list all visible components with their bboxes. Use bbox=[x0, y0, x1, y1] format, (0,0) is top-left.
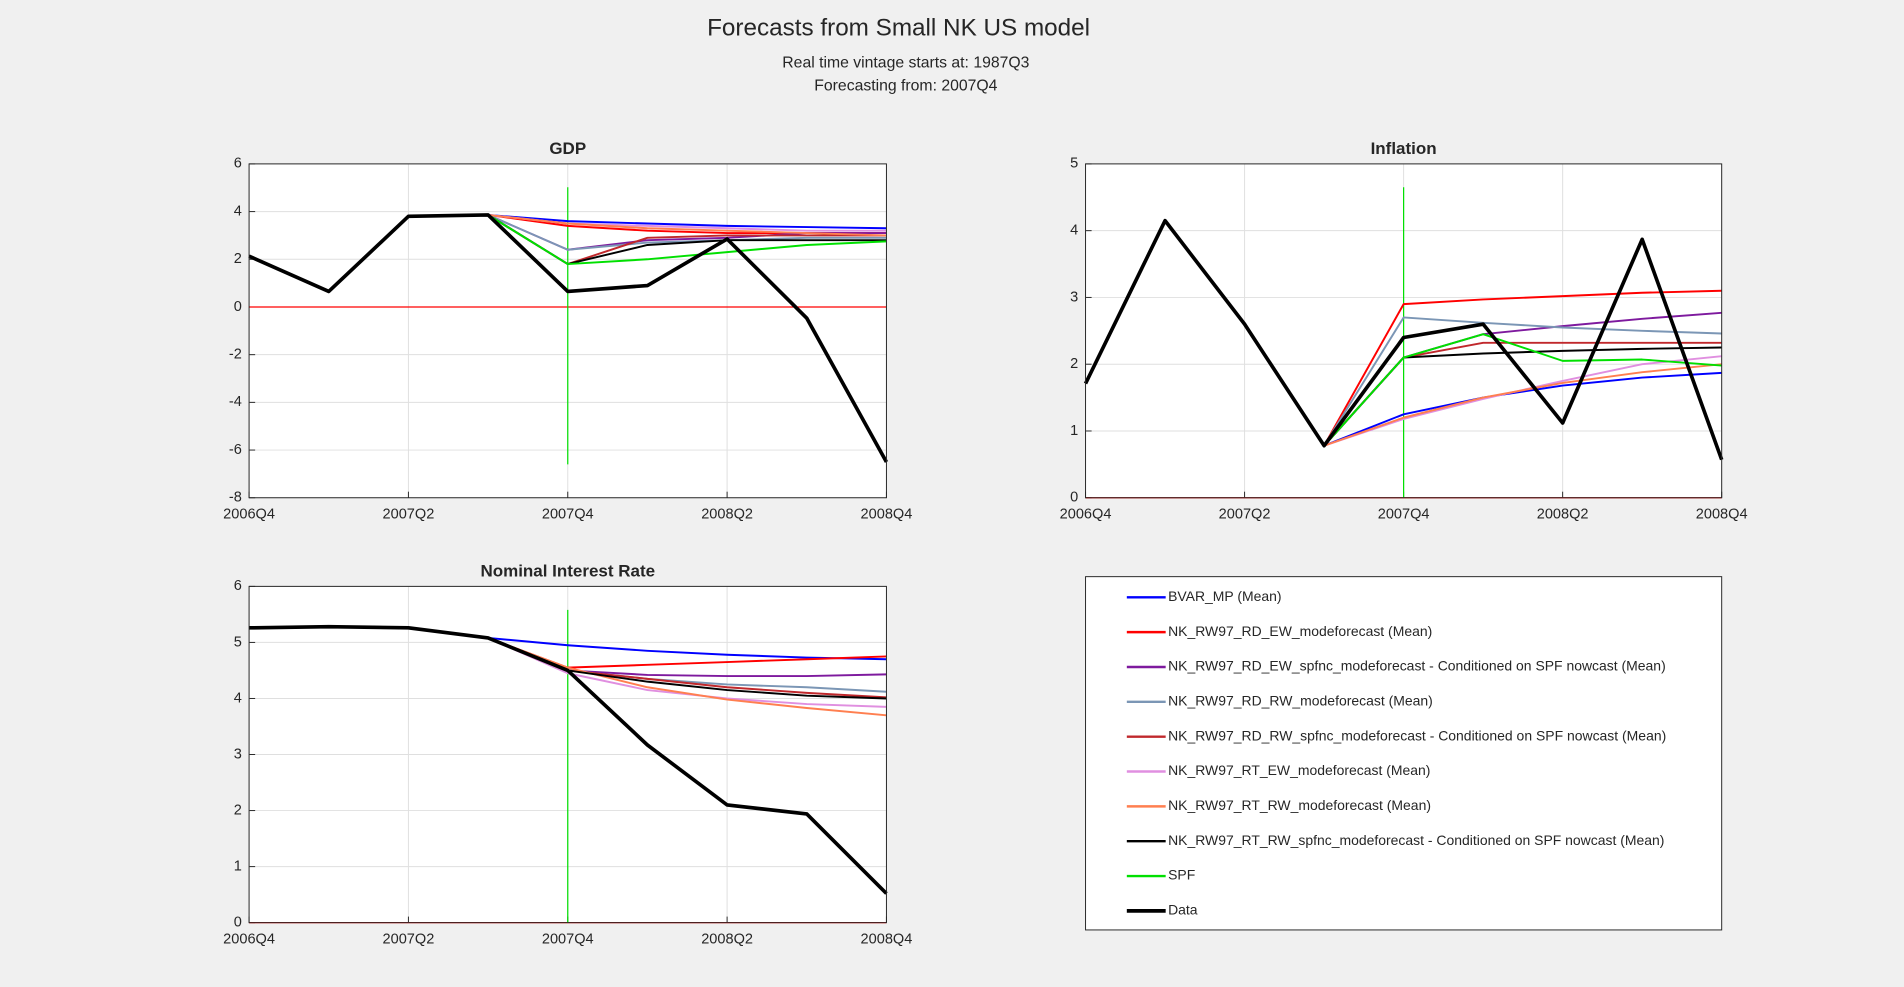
y-tick-label: 0 bbox=[234, 915, 242, 931]
legend-label: NK_RW97_RD_EW_modeforecast (Mean) bbox=[1168, 623, 1432, 639]
series-line bbox=[487, 214, 887, 266]
y-tick-label: 4 bbox=[234, 203, 242, 219]
figure-title: Forecasts from Small NK US model bbox=[707, 15, 1090, 42]
y-tick-label: -8 bbox=[229, 490, 242, 506]
y-tick-label: 1 bbox=[234, 858, 242, 874]
series-line bbox=[487, 213, 887, 237]
legend-label: NK_RW97_RT_RW_spfnc_modeforecast - Condi… bbox=[1168, 832, 1664, 848]
series-line bbox=[488, 213, 887, 230]
series-line bbox=[1323, 316, 1722, 447]
y-tick-label: 4 bbox=[1070, 223, 1078, 239]
y-tick-label: 2 bbox=[1070, 356, 1078, 372]
axes-frame bbox=[1085, 163, 1723, 499]
x-tick-label: 2008Q4 bbox=[1696, 507, 1748, 523]
x-tick-label: 2006Q4 bbox=[223, 507, 275, 523]
x-tick-label: 2006Q4 bbox=[223, 931, 275, 947]
legend-label: NK_RW97_RD_RW_spfnc_modeforecast - Condi… bbox=[1168, 727, 1666, 743]
axes-frame bbox=[248, 163, 887, 499]
legend-label: Data bbox=[1168, 902, 1198, 918]
subtitle: Real time vintage starts at: 1987Q3 bbox=[782, 54, 1029, 71]
axes-title: Inflation bbox=[1371, 139, 1437, 158]
series-line bbox=[1323, 333, 1722, 447]
y-tick-label: 1 bbox=[1070, 423, 1078, 439]
series-line bbox=[487, 637, 887, 717]
y-tick-label: 6 bbox=[234, 156, 242, 172]
y-tick-label: 4 bbox=[234, 690, 242, 706]
y-tick-label: 0 bbox=[234, 299, 242, 315]
y-tick-label: 2 bbox=[234, 802, 242, 818]
x-tick-label: 2008Q2 bbox=[701, 507, 753, 523]
x-tick-label: 2008Q2 bbox=[1537, 507, 1589, 523]
y-tick-label: 3 bbox=[234, 746, 242, 762]
y-tick-label: -6 bbox=[229, 442, 242, 458]
x-tick-label: 2006Q4 bbox=[1060, 507, 1112, 523]
x-tick-label: 2007Q4 bbox=[542, 507, 594, 523]
legend-label: NK_RW97_RT_RW_modeforecast (Mean) bbox=[1168, 797, 1431, 813]
legend-label: NK_RW97_RD_RW_modeforecast (Mean) bbox=[1168, 693, 1433, 709]
axes-title: GDP bbox=[549, 139, 586, 158]
series-line bbox=[487, 214, 887, 251]
x-tick-label: 2007Q2 bbox=[383, 507, 435, 523]
y-tick-label: 2 bbox=[234, 251, 242, 267]
axes-frame bbox=[248, 585, 887, 924]
legend-label: BVAR_MP (Mean) bbox=[1168, 588, 1281, 604]
y-tick-label: 0 bbox=[1070, 490, 1078, 506]
legend-label: NK_RW97_RT_EW_modeforecast (Mean) bbox=[1168, 762, 1430, 778]
series-line bbox=[1323, 289, 1722, 447]
y-tick-label: 6 bbox=[234, 578, 242, 594]
x-tick-label: 2008Q4 bbox=[861, 507, 913, 523]
series-line bbox=[248, 213, 889, 463]
y-tick-label: -2 bbox=[229, 347, 242, 363]
x-tick-label: 2007Q2 bbox=[1219, 507, 1271, 523]
x-tick-label: 2008Q2 bbox=[701, 931, 753, 947]
series-line bbox=[1083, 218, 1724, 461]
legend-box bbox=[1085, 576, 1723, 931]
subtitle: Forecasting from: 2007Q4 bbox=[814, 77, 997, 94]
x-tick-label: 2008Q4 bbox=[861, 931, 913, 947]
x-tick-label: 2007Q4 bbox=[542, 931, 594, 947]
y-tick-label: 5 bbox=[234, 634, 242, 650]
legend-label: NK_RW97_RD_EW_spfnc_modeforecast - Condi… bbox=[1168, 658, 1666, 674]
y-tick-label: 3 bbox=[1070, 289, 1078, 305]
y-tick-label: 5 bbox=[1070, 156, 1078, 172]
y-tick-label: -4 bbox=[229, 394, 242, 410]
series-line bbox=[249, 624, 888, 895]
legend-label: SPF bbox=[1168, 867, 1195, 883]
series-line bbox=[1323, 371, 1722, 447]
axes-title: Nominal Interest Rate bbox=[480, 561, 655, 580]
x-tick-label: 2007Q2 bbox=[383, 931, 435, 947]
x-tick-label: 2007Q4 bbox=[1378, 507, 1430, 523]
series-line bbox=[1323, 363, 1722, 447]
